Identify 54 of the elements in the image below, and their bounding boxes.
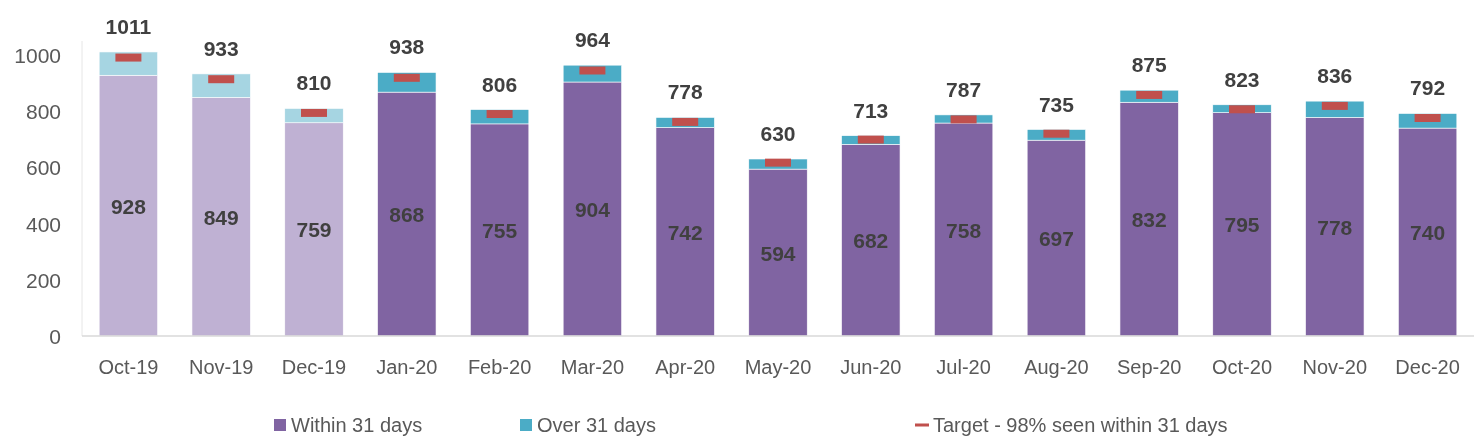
y-tick-label: 400 [25,212,61,236]
data-label: 742 [667,220,703,244]
y-tick-label: 600 [25,155,61,179]
data-label: 832 [1131,207,1167,231]
data-label: 740 [1410,220,1446,244]
x-tick-label: Apr-20 [655,356,716,378]
x-tick-label: Feb-20 [467,356,532,378]
data-label: 755 [482,218,518,242]
legend-label: Within 31 days [291,414,423,436]
data-label: 594 [760,241,796,265]
total-label: 778 [667,79,704,103]
x-tick-label: Oct-19 [98,356,159,378]
total-label: 787 [946,77,982,101]
x-tick-label: Jul-20 [936,356,991,378]
data-label: 759 [296,217,332,241]
total-label: 836 [1317,63,1353,87]
x-tick-label: Jan-20 [376,356,438,378]
x-tick-label: Dec-20 [1395,356,1460,378]
x-tick-label: Dec-19 [281,356,347,378]
total-label: 810 [296,70,332,94]
x-tick-label: Sep-20 [1116,356,1182,378]
data-label: 928 [110,194,147,218]
data-label: 849 [203,205,239,229]
total-label: 875 [1131,52,1168,76]
data-label: 697 [1038,226,1074,250]
total-label: 792 [1410,75,1446,99]
data-label: 682 [853,228,889,252]
y-tick-label: 1000 [14,43,61,67]
data-label: 758 [946,218,982,242]
total-label: 933 [203,36,239,60]
legend-label: Over 31 days [537,414,656,436]
x-tick-label: May-20 [744,356,812,378]
total-label: 964 [574,27,611,51]
total-label: 823 [1224,67,1260,91]
total-label: 1011 [105,14,152,38]
data-label: 904 [574,197,611,221]
y-tick-label: 200 [25,268,61,292]
total-label: 938 [389,34,425,58]
total-label: 713 [853,98,889,122]
y-tick-label: 800 [25,99,61,123]
y-tick-label: 0 [49,324,61,348]
data-label: 778 [1317,215,1353,239]
x-tick-label: Nov-20 [1302,356,1368,378]
data-label: 868 [389,202,425,226]
x-tick-label: Nov-19 [188,356,254,378]
total-label: 630 [760,121,796,145]
x-tick-label: Oct-20 [1211,356,1273,378]
data-label: 795 [1224,212,1260,236]
legend-label: Target - 98% seen within 31 days [933,414,1228,436]
x-tick-label: Aug-20 [1024,356,1089,378]
total-label: 735 [1038,92,1075,115]
total-label: 806 [482,72,518,96]
x-tick-label: Mar-20 [560,356,625,378]
x-tick-label: Jun-20 [840,356,902,378]
